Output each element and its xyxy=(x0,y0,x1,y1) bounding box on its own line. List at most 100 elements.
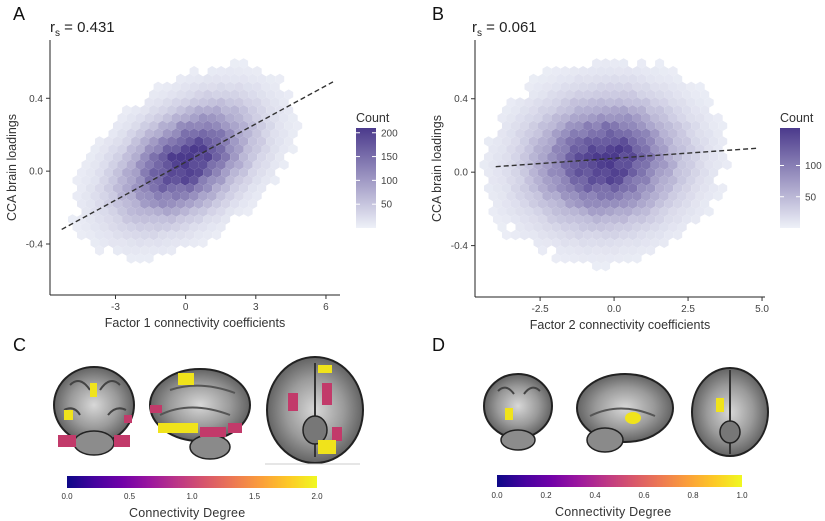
hexbin-cell xyxy=(149,167,159,178)
hexbin-cell xyxy=(221,214,231,225)
hexbin-cell xyxy=(113,120,123,131)
hexbin-cell xyxy=(659,190,669,202)
hexbin-cell xyxy=(650,112,660,124)
brain-sagittal-c xyxy=(149,368,251,460)
hexbin-cell xyxy=(135,253,145,264)
hexbin-cell xyxy=(691,214,701,225)
hexbin-cell xyxy=(252,175,262,186)
hexbin-cell xyxy=(659,237,669,248)
brain-axial-c xyxy=(266,356,364,464)
hexbin-cell xyxy=(171,81,181,92)
hexbin-cell xyxy=(511,198,520,209)
hexbin-cell xyxy=(126,175,136,186)
hexbin-cell xyxy=(641,81,651,92)
hexbin-cell xyxy=(113,229,123,241)
hexbin-cell xyxy=(126,237,136,248)
hexbin-cell xyxy=(551,237,561,248)
hexbin-cell xyxy=(189,159,199,170)
y-axis-label: CCA brain loadings xyxy=(5,114,19,221)
hexbin-cell xyxy=(682,105,692,116)
hexbin-cell xyxy=(686,128,696,139)
hexbin-cell xyxy=(668,190,678,202)
hexbin-cell xyxy=(524,190,534,202)
hexbin-cell xyxy=(520,151,529,163)
hexbin-cell xyxy=(542,175,552,186)
hexbin-cell xyxy=(655,167,665,178)
hexbin-cell xyxy=(583,151,593,163)
hexbin-cell xyxy=(560,222,570,233)
hexbin-cell xyxy=(81,175,91,186)
hexbin-cell xyxy=(650,190,660,202)
legend-title: Count xyxy=(356,111,390,125)
hexbin-cell xyxy=(153,112,163,124)
hexbin-cell xyxy=(556,105,566,116)
hexbin-cell xyxy=(257,105,267,116)
hexbin-cell xyxy=(529,136,538,147)
hexbin-cell xyxy=(605,81,615,92)
hexbin-cell xyxy=(497,128,507,139)
hexbin-cell xyxy=(637,120,647,131)
hexbin-cell xyxy=(637,136,647,147)
legend-tick-label: 100 xyxy=(381,176,398,187)
hexbin-cell xyxy=(560,237,570,248)
hexbin-cell xyxy=(511,105,520,116)
hexbin-cell xyxy=(488,190,498,202)
hexbin-cell xyxy=(673,183,683,194)
hexbin-cell xyxy=(556,198,566,209)
hexbin-cell xyxy=(560,253,570,264)
hexbin-cell xyxy=(538,183,548,194)
hexbin-cell xyxy=(90,175,100,186)
hexbin-cell xyxy=(203,73,213,85)
hexbin-cell xyxy=(709,167,719,178)
hexbin-cell xyxy=(619,73,629,85)
hexbin-cell xyxy=(207,175,217,186)
hexbin-cell xyxy=(560,128,570,139)
hexbin-cell xyxy=(104,214,113,225)
hexbin-cell xyxy=(95,151,104,163)
hexbin-cell xyxy=(551,97,561,108)
x-tick-label: 6 xyxy=(323,302,329,313)
hexbin-cell xyxy=(180,175,190,186)
hexbin-cell xyxy=(502,214,511,225)
hexbin-cell xyxy=(167,245,177,256)
hexbin-cell xyxy=(655,151,665,163)
hexbin-cell xyxy=(632,66,642,77)
hexbin-cell xyxy=(488,159,498,170)
hexbin-cell xyxy=(81,190,91,202)
hexbin-cell xyxy=(673,198,683,209)
hexbin-cell xyxy=(650,206,660,217)
hexbin-cell xyxy=(655,58,665,69)
hexbin-cell xyxy=(574,89,584,100)
hexbin-cell xyxy=(596,253,606,264)
hexbin-cell xyxy=(524,222,534,233)
hexbin-cell xyxy=(592,167,602,178)
hexbin-cell xyxy=(484,151,493,163)
hexbin-cell xyxy=(140,151,150,163)
hexbin-cell xyxy=(257,89,267,100)
colorbar-tick-label: 1.5 xyxy=(249,492,261,501)
hexbin-cell xyxy=(135,159,145,170)
hexbin-cell xyxy=(677,81,687,92)
hexbin-cell xyxy=(189,206,199,217)
hexbin-cell xyxy=(614,190,624,202)
hexbin-cell xyxy=(560,97,570,108)
hexbin-cell xyxy=(239,58,249,69)
hexbin-cell xyxy=(619,167,629,178)
hexbin-cell xyxy=(90,222,100,233)
colorbar-title-c: Connectivity Degree xyxy=(129,506,246,520)
legend-colorbar xyxy=(356,128,376,228)
hexbin-cell xyxy=(203,120,213,131)
rs-subscript: s xyxy=(55,28,60,39)
hexbin-cell xyxy=(551,206,561,217)
hexbin-cell xyxy=(560,81,570,92)
hexbin-cell xyxy=(578,222,588,233)
hexbin-cell xyxy=(207,97,217,108)
hexbin-cell xyxy=(542,66,552,77)
hexbin-cell xyxy=(266,73,276,85)
hexbin-cell xyxy=(243,206,253,217)
hexbin-cell xyxy=(641,66,651,77)
hexbin-cell xyxy=(493,136,502,147)
hexbin-cell xyxy=(542,190,552,202)
hexbin-cell xyxy=(569,112,579,124)
hexbin-cell xyxy=(592,214,602,225)
